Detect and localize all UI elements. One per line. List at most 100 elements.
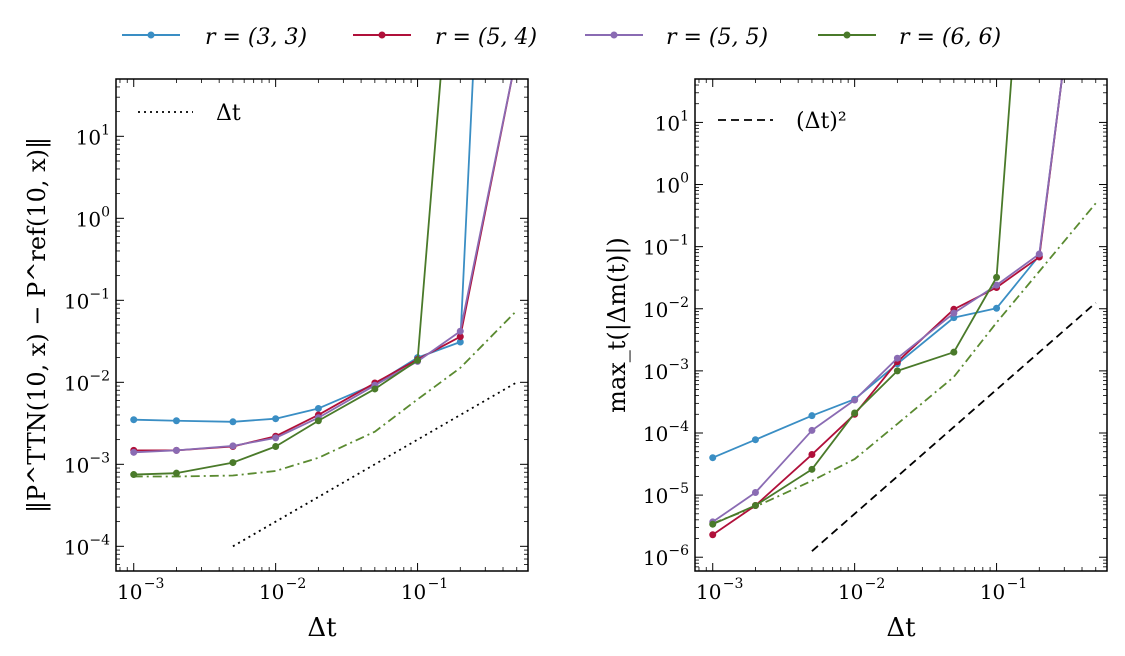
data-point bbox=[272, 442, 280, 450]
data-point bbox=[272, 415, 280, 423]
x-tick-label-exponent: −2 bbox=[286, 576, 307, 592]
x-tick-label: 10 bbox=[117, 580, 142, 604]
y-tick-label-exponent: −1 bbox=[668, 233, 689, 249]
data-point bbox=[751, 502, 759, 510]
x-tick-label: 10 bbox=[696, 580, 721, 604]
x-axis-label: Δt bbox=[307, 613, 337, 643]
minor-ticks bbox=[695, 78, 1107, 572]
series-line bbox=[712, 79, 1063, 536]
left-chart-panel: 10 −3 10 −2 10 −1−410−310−210−110010110ΔtΔt‖P… bbox=[23, 78, 529, 643]
reference-fit-line bbox=[712, 202, 1097, 525]
y-tick-label-exponent: −5 bbox=[668, 481, 689, 497]
data-point bbox=[950, 309, 958, 317]
x-tick-label-exponent: −1 bbox=[428, 576, 449, 592]
x-tick-label-exponent: −3 bbox=[723, 576, 744, 592]
series-line bbox=[133, 79, 442, 476]
y-axis-label: max_t(|Δm(t)|) bbox=[603, 237, 632, 413]
plot-legend: Δt bbox=[138, 101, 241, 126]
y-tick-label-exponent: −3 bbox=[89, 450, 110, 466]
y-tick-label-exponent: 0 bbox=[101, 204, 110, 220]
y-tick-label: 10 bbox=[643, 298, 668, 322]
data-point bbox=[709, 520, 717, 528]
legend-swatch-marker bbox=[610, 31, 618, 39]
data-point bbox=[130, 416, 138, 424]
data-point bbox=[993, 304, 1001, 312]
y-tick-label-exponent: −1 bbox=[89, 286, 110, 302]
legend-label: (Δt)² bbox=[796, 109, 847, 134]
y-tick-label-exponent: 1 bbox=[101, 122, 110, 138]
y-tick-label: 10 bbox=[643, 546, 668, 570]
y-tick-label-exponent: −4 bbox=[89, 532, 110, 548]
y-tick-label: 10 bbox=[64, 289, 89, 313]
minor-ticks bbox=[116, 78, 528, 572]
y-tick-label: 10 bbox=[643, 422, 668, 446]
x-tick-label: 10 bbox=[401, 580, 426, 604]
data-point bbox=[950, 348, 958, 356]
series-line bbox=[712, 79, 1013, 526]
data-point bbox=[1035, 250, 1043, 258]
y-tick-label-exponent: 1 bbox=[680, 108, 689, 124]
data-point bbox=[456, 333, 464, 341]
data-point bbox=[172, 417, 180, 425]
y-tick-label-exponent: −4 bbox=[668, 419, 689, 435]
y-tick-label-exponent: −3 bbox=[668, 357, 689, 373]
data-point bbox=[751, 436, 759, 444]
data-point bbox=[229, 459, 237, 467]
y-tick-label: 10 bbox=[643, 360, 668, 384]
legend-swatch-marker bbox=[378, 31, 386, 39]
data-point bbox=[808, 426, 816, 434]
data-point bbox=[272, 434, 280, 442]
legend-entry: r = (5, 5) bbox=[585, 25, 768, 50]
x-tick-label: 10 bbox=[259, 580, 284, 604]
x-tick-label: 10 bbox=[980, 580, 1005, 604]
data-point bbox=[172, 446, 180, 454]
y-tick-label: 10 bbox=[64, 371, 89, 395]
data-point bbox=[808, 451, 816, 459]
plot-area bbox=[130, 79, 518, 548]
y-tick-label: 10 bbox=[64, 535, 89, 559]
series-line bbox=[133, 79, 474, 423]
y-tick-label-exponent: −2 bbox=[668, 295, 689, 311]
y-tick-label-exponent: 0 bbox=[680, 171, 689, 187]
reference-line bbox=[232, 381, 518, 548]
series-line bbox=[712, 79, 1063, 459]
data-point bbox=[456, 327, 464, 335]
plot-area bbox=[709, 79, 1097, 552]
data-point bbox=[808, 412, 816, 420]
legend-swatch-marker bbox=[843, 31, 851, 39]
data-point bbox=[751, 489, 759, 497]
data-point bbox=[130, 471, 138, 479]
legend-entry: r = (5, 4) bbox=[353, 25, 537, 50]
plot-frame bbox=[694, 78, 1108, 572]
y-tick-label: 10 bbox=[76, 207, 101, 231]
data-point bbox=[229, 442, 237, 450]
data-point bbox=[808, 465, 816, 473]
plot-legend: (Δt)² bbox=[718, 109, 847, 134]
y-tick-label: 10 bbox=[643, 484, 668, 508]
data-point bbox=[314, 417, 322, 425]
y-tick-label-exponent: −2 bbox=[89, 368, 110, 384]
data-point bbox=[229, 418, 237, 426]
data-point bbox=[993, 281, 1001, 289]
data-point bbox=[993, 273, 1001, 281]
legend-swatch-marker bbox=[147, 31, 155, 39]
legend-label: r = (3, 3) bbox=[205, 25, 307, 50]
data-point bbox=[851, 409, 859, 417]
y-tick-label: 10 bbox=[643, 236, 668, 260]
x-tick-label: 10 bbox=[838, 580, 863, 604]
data-point bbox=[709, 454, 717, 462]
data-point bbox=[130, 448, 138, 456]
y-tick-label: 10 bbox=[64, 453, 89, 477]
legend-label: Δt bbox=[216, 101, 241, 126]
series-line bbox=[133, 79, 513, 452]
y-tick-label-exponent: −6 bbox=[668, 543, 689, 559]
reference-fit-line bbox=[133, 309, 518, 478]
data-point bbox=[893, 367, 901, 375]
legend-label: r = (6, 6) bbox=[899, 25, 1001, 50]
data-point bbox=[371, 385, 379, 393]
data-point bbox=[851, 396, 859, 404]
y-tick-label: 10 bbox=[655, 174, 680, 198]
legend-entry: r = (3, 3) bbox=[122, 25, 307, 50]
legend-entry: r = (6, 6) bbox=[818, 25, 1001, 50]
